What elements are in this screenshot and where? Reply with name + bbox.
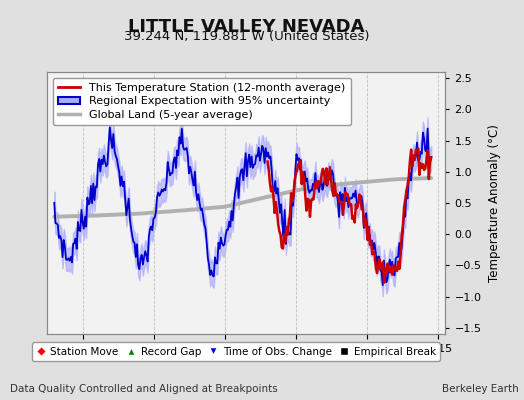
Legend: Station Move, Record Gap, Time of Obs. Change, Empirical Break: Station Move, Record Gap, Time of Obs. C… (31, 342, 440, 361)
Text: Berkeley Earth: Berkeley Earth (442, 384, 519, 394)
Legend: This Temperature Station (12-month average), Regional Expectation with 95% uncer: This Temperature Station (12-month avera… (53, 78, 351, 125)
Text: Data Quality Controlled and Aligned at Breakpoints: Data Quality Controlled and Aligned at B… (10, 384, 278, 394)
Text: 39.244 N, 119.881 W (United States): 39.244 N, 119.881 W (United States) (124, 30, 369, 43)
Y-axis label: Temperature Anomaly (°C): Temperature Anomaly (°C) (488, 124, 501, 282)
Text: LITTLE VALLEY NEVADA: LITTLE VALLEY NEVADA (128, 18, 365, 36)
